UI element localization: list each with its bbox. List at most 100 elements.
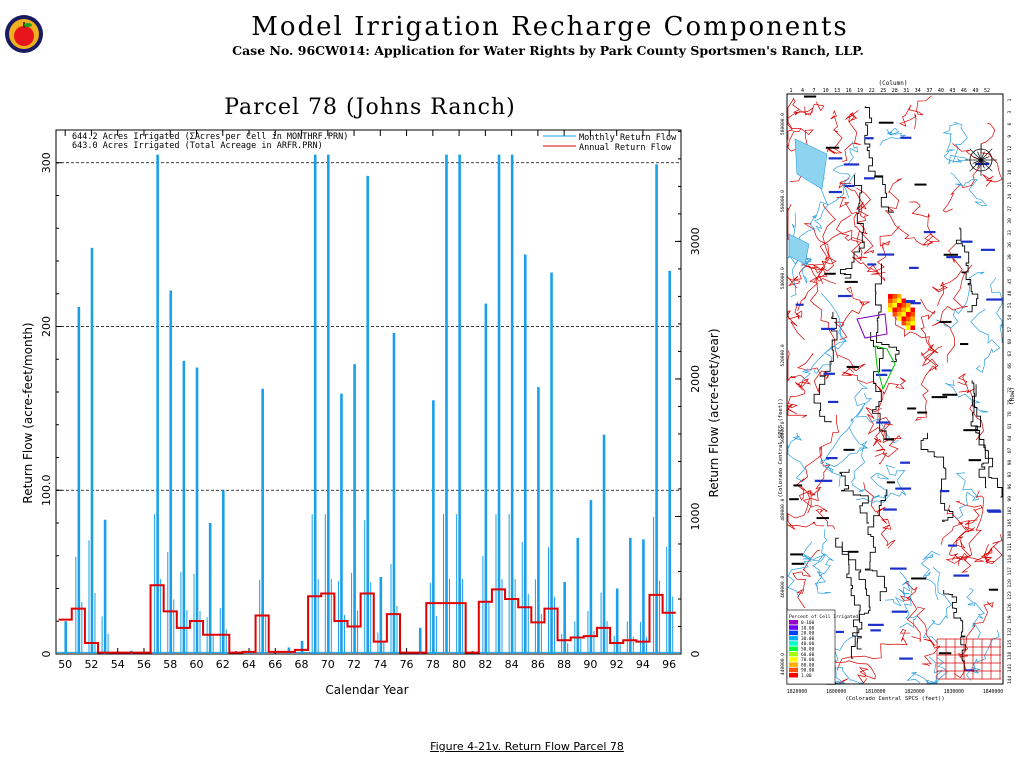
map-feature-label	[931, 396, 948, 399]
map-parcel-cell	[888, 303, 893, 308]
map-parcel-outline	[856, 313, 888, 339]
compass-ray	[972, 156, 982, 161]
map-parcel-cell	[897, 312, 902, 317]
map-stream	[948, 121, 969, 165]
map-row-tick: 132	[1007, 627, 1013, 636]
y-axis-label: Return Flow (acre-feet/month)	[21, 322, 35, 503]
y2-tick-label: 2000	[689, 365, 702, 393]
map-place-label	[908, 266, 919, 269]
map-row-tick: 78	[1007, 411, 1013, 417]
map-stream	[879, 127, 907, 146]
map-row-tick: 27	[1007, 206, 1013, 212]
map-parcel-cell	[901, 321, 906, 326]
map-road	[884, 178, 926, 246]
map-feature-label	[793, 484, 803, 487]
map-place-label	[891, 610, 908, 613]
map-stream	[990, 277, 1003, 343]
y-tick-label: 200	[40, 316, 53, 337]
map-row-tick: 24	[1007, 194, 1013, 200]
map-road	[955, 500, 984, 573]
map-row-tick: 66	[1007, 363, 1013, 369]
map-parcel-cell	[892, 307, 897, 312]
map-feature-label	[886, 481, 895, 484]
x-tick-label: 94	[636, 658, 650, 671]
map-place-label	[965, 669, 975, 672]
map-reservoir	[794, 138, 828, 190]
map-col-tick: 10	[823, 88, 829, 94]
map-place-label	[795, 303, 804, 306]
map-place-label	[980, 248, 996, 251]
map-road	[836, 196, 875, 255]
map-row-tick: 48	[1007, 290, 1013, 296]
return-flow-chart: Parcel 78 (Johns Ranch) 50 52 54 56 58 60 62 64…	[21, 95, 720, 697]
map-row-tick: 36	[1007, 242, 1013, 248]
map-parcel-cell	[897, 298, 902, 303]
map-row-tick: 144	[1007, 676, 1013, 685]
map-boundary	[839, 469, 869, 524]
map-place-label	[863, 177, 875, 180]
map-place-label	[821, 327, 836, 330]
map-feature-label	[791, 562, 805, 565]
map-parcel-cell	[892, 303, 897, 308]
map-stream	[801, 321, 847, 382]
map-feature-label	[963, 429, 979, 432]
map-legend-label: 20.00	[801, 631, 815, 637]
map-feature-label	[847, 550, 859, 553]
map-right-axis-label: (Row)	[1009, 387, 1016, 405]
map-parcel-cell	[910, 307, 915, 312]
map-parcel-cell	[901, 303, 906, 308]
y2-axis-label: Return Flow (acre-feet/year)	[707, 328, 720, 497]
y2-tick-label: 1000	[689, 502, 702, 530]
map-legend-label: 90.00	[801, 668, 815, 674]
map-col-tick: 49	[972, 88, 978, 94]
map-col-tick: 37	[926, 88, 932, 94]
compass-ray	[969, 159, 982, 172]
parcel-location-map: (Column) 1 4 7 10 13 16 19 22 25 28 31 34 37 40 43 46 49…	[778, 80, 1016, 702]
x-tick-label: 68	[295, 658, 309, 671]
map-parcel-cell	[906, 307, 911, 312]
map-row-tick: 1	[1007, 98, 1013, 101]
chart-title: Parcel 78 (Johns Ranch)	[224, 95, 516, 120]
map-feature-label	[844, 280, 858, 283]
map-road	[787, 350, 812, 391]
map-row-tick: 108	[1007, 531, 1013, 540]
map-feature-label	[846, 365, 859, 368]
map-row-tick: 117	[1007, 567, 1013, 576]
map-col-tick: 34	[915, 88, 921, 94]
map-parcel-cell	[910, 325, 915, 330]
map-road	[957, 373, 984, 441]
map-legend-swatch	[789, 646, 798, 651]
map-row-tick: 93	[1007, 472, 1013, 478]
map-row-tick: 99	[1007, 496, 1013, 502]
map-row-tick: 120	[1007, 579, 1013, 588]
map-stream	[899, 580, 918, 629]
map-reservoir	[788, 233, 810, 265]
map-row-tick: 111	[1007, 543, 1013, 552]
x-axis-label: Calendar Year	[325, 683, 408, 697]
map-feature-label	[943, 253, 959, 256]
map-row-tick: 18	[1007, 170, 1013, 176]
x-tick-label: 78	[426, 658, 440, 671]
map-road	[899, 95, 932, 129]
map-row-tick: 114	[1007, 555, 1013, 564]
map-road	[920, 298, 939, 362]
map-road	[818, 232, 865, 285]
map-feature-label	[803, 95, 817, 98]
map-parcel-cell	[892, 298, 897, 303]
map-road	[792, 549, 821, 609]
map-aquifer-outline	[874, 345, 896, 391]
map-stream	[885, 571, 911, 607]
y2-tick-label: 0	[689, 651, 702, 658]
map-stream	[787, 212, 799, 297]
map-parcel-cell	[906, 316, 911, 321]
map-col-tick: 28	[892, 88, 898, 94]
map-parcel-cell	[888, 307, 893, 312]
x-tick-label: 54	[111, 658, 125, 671]
map-row-tick: 51	[1007, 302, 1013, 308]
map-col-tick: 13	[834, 88, 840, 94]
map-feature-label	[960, 343, 969, 346]
x-tick-label: 52	[84, 658, 98, 671]
map-road	[980, 534, 1003, 565]
map-parcel-cell	[906, 321, 911, 326]
map-col-tick: 1	[789, 88, 792, 94]
